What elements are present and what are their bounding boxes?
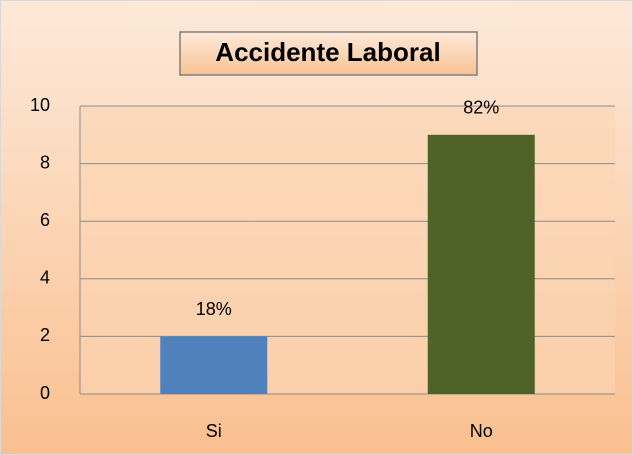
y-tick-label: 2 xyxy=(40,325,50,345)
y-tick-label: 8 xyxy=(40,152,50,172)
y-tick-label: 0 xyxy=(40,383,50,403)
chart-title: Accidente Laboral xyxy=(215,37,440,67)
y-tick-label: 10 xyxy=(30,95,50,115)
y-tick-label: 4 xyxy=(40,268,50,288)
bar xyxy=(427,134,535,395)
x-tick-label: Si xyxy=(206,421,222,441)
title-box xyxy=(179,31,478,76)
data-label: 18% xyxy=(196,299,232,319)
y-tick-label: 6 xyxy=(40,210,50,230)
x-tick-label: No xyxy=(470,421,493,441)
bar xyxy=(160,336,268,394)
data-label: 82% xyxy=(463,98,499,118)
